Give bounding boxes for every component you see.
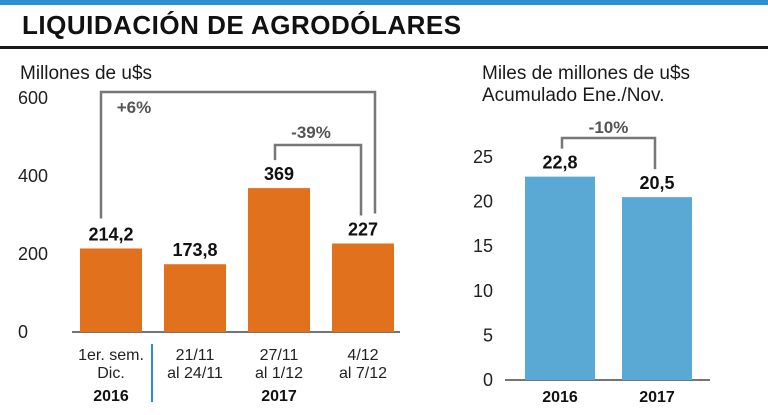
- left-category-label: al 1/12: [255, 365, 303, 382]
- right-y-tick-label: 0: [483, 370, 493, 390]
- top-accent-bar: [0, 0, 768, 5]
- left-y-tick-label: 200: [18, 244, 48, 264]
- title-rule: [0, 46, 768, 49]
- left-bar-value-label: 227: [348, 219, 378, 239]
- right-chart-unit-line-1: Miles de millones de u$s: [482, 63, 691, 84]
- left-bar: [248, 188, 310, 332]
- left-category-label: 21/11: [176, 347, 215, 364]
- left-category-label: Dic.: [97, 365, 125, 382]
- bracket-minus-10: [560, 136, 657, 170]
- bracket-label: -39%: [291, 123, 331, 142]
- right-bar: [622, 197, 692, 380]
- right-y-tick-label: 20: [473, 192, 493, 212]
- left-bar: [332, 243, 394, 332]
- left-bar: [80, 248, 142, 332]
- right-chart-unit-line-2: Acumulado Ene./Nov.: [482, 85, 665, 106]
- left-bar-value-label: 173,8: [172, 240, 217, 260]
- right-bar-value-label: 22,8: [542, 153, 577, 173]
- right-y-tick-label: 5: [483, 325, 493, 345]
- left-y-tick-label: 0: [18, 322, 28, 342]
- left-y-tick-label: 400: [18, 166, 48, 186]
- bracket-label: -10%: [589, 118, 629, 137]
- left-y-tick-label: 600: [18, 88, 48, 108]
- right-category-label: 2017: [639, 389, 675, 406]
- left-year-label: 2016: [93, 388, 129, 405]
- right-y-tick-label: 15: [473, 236, 493, 256]
- right-chart-unit-label: Miles de millones de u$s Acumulado Ene./…: [482, 63, 690, 107]
- right-category-label: 2016: [542, 389, 578, 406]
- left-bar-value-label: 214,2: [88, 224, 133, 244]
- left-bar-value-label: 369: [264, 164, 294, 184]
- left-category-label: al 24/11: [167, 365, 223, 382]
- bracket-label: +6%: [117, 98, 152, 117]
- right-y-tick-label: 10: [473, 281, 493, 301]
- left-category-label: al 7/12: [339, 365, 387, 382]
- left-category-label: 27/11: [260, 347, 299, 364]
- page-title: LIQUIDACIÓN DE AGRODÓLARES: [22, 10, 462, 40]
- right-y-tick-label: 25: [473, 147, 493, 167]
- left-bar: [164, 264, 226, 332]
- right-bar-value-label: 20,5: [639, 173, 674, 193]
- left-category-label: 4/12: [347, 347, 378, 364]
- left-year-label: 2017: [261, 388, 297, 405]
- right-bar: [525, 176, 595, 380]
- left-chart-unit-label: Millones de u$s: [20, 63, 153, 84]
- bracket-minus-39: [273, 143, 363, 216]
- left-category-label: 1er. sem.: [78, 347, 144, 364]
- bracket-plus-6: [99, 90, 377, 219]
